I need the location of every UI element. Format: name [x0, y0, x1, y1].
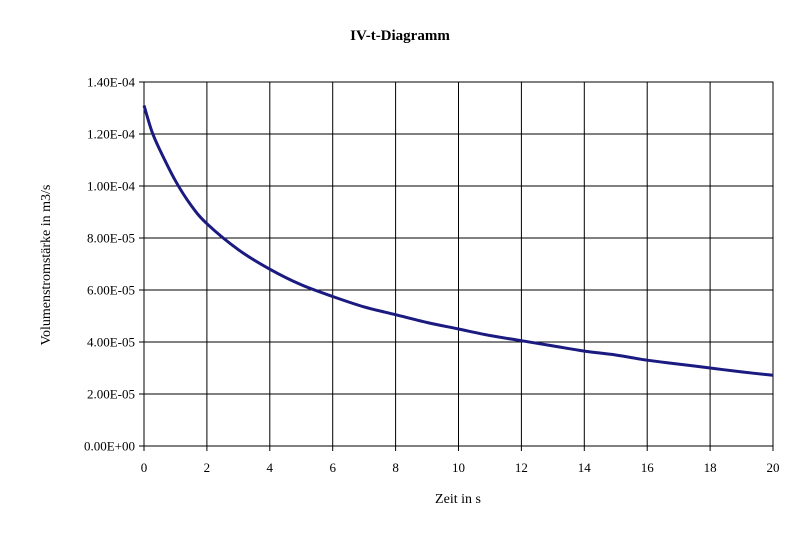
- chart-title: IV-t-Diagramm: [350, 28, 450, 44]
- grid: [139, 81, 774, 451]
- x-tick-label: 12: [515, 460, 528, 475]
- x-tick-label: 2: [204, 460, 211, 475]
- x-tick-label: 0: [141, 460, 148, 475]
- y-tick-label: 4.00E-05: [87, 335, 135, 350]
- x-axis-label: Zeit in s: [435, 492, 481, 507]
- y-tick-label: 6.00E-05: [87, 283, 135, 298]
- y-tick-label: 0.00E+00: [84, 439, 135, 454]
- x-tick-label: 8: [392, 460, 399, 475]
- y-tick-label: 8.00E-05: [87, 231, 135, 246]
- x-tick-label: 4: [267, 460, 274, 475]
- y-tick-label: 1.20E-04: [87, 127, 136, 142]
- x-tick-label: 6: [329, 460, 336, 475]
- x-tick-label: 14: [578, 460, 592, 475]
- y-tick-label: 1.40E-04: [87, 75, 136, 90]
- series-line-0: [142, 104, 774, 377]
- tick-labels: 0 2 4 6 8 10 12 14 16 18 20 0.00E+00 2.00E-05 4.00E-0…: [84, 75, 780, 476]
- x-tick-label: 20: [767, 460, 780, 475]
- y-tick-label: 1.00E-04: [87, 179, 136, 194]
- y-axis-label: Volumenstromstärke in m3/s: [39, 185, 54, 346]
- x-tick-label: 10: [452, 460, 465, 475]
- series-layer: [142, 104, 774, 377]
- x-tick-label: 18: [704, 460, 717, 475]
- y-tick-label: 2.00E-05: [87, 387, 135, 402]
- x-tick-label: 16: [641, 460, 655, 475]
- plot-area-frame: [143, 81, 774, 447]
